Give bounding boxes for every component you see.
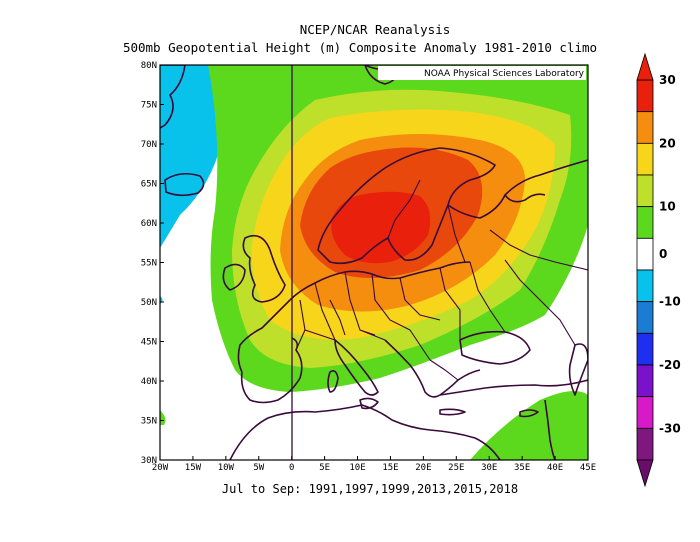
coast-north-africa [229,404,501,460]
lat-tick-label: 80N [141,61,157,71]
colorbar-over-arrow [636,52,654,81]
colorbar-bin [636,427,654,461]
lat-tick-label: 50N [141,298,157,308]
coast-biscay [237,299,291,373]
map-title: NCEP/NCAR Reanalysis [299,22,451,37]
coast-balkans [384,339,481,398]
lon-tick-label: 25E [448,463,464,473]
contour-max [331,191,431,264]
coast-sardinia [327,370,339,393]
coast-cyprus [519,409,539,418]
colorbar-bin [636,237,654,271]
lon-tick-label: 15W [185,463,202,473]
colorbar-bin [636,396,654,429]
colorbar-bin [636,332,654,366]
coast-great-britain [242,234,286,303]
colorbar-tick-label: 30 [659,73,676,87]
lat-tick-label: 75N [141,101,157,111]
contour-neg-5-10-northwest [160,65,222,248]
lat-tick-label: 35N [141,417,157,427]
lon-tick-label: 0 [289,463,294,473]
lon-tick-label: 35E [514,463,530,473]
colorbar-bin [636,364,654,398]
coast-black-sea [459,330,531,365]
colorbar-bin [636,142,654,176]
coast-anatolia [439,379,588,396]
lon-tick-label: 20E [415,463,431,473]
colorbar-bin [636,269,654,303]
coast-greenland [160,65,186,129]
colorbar-bin [636,111,654,144]
lat-tick-label: 70N [141,140,157,150]
coast-white-sea [504,193,546,203]
colorbar-bin [636,301,654,334]
longitude-axis: 20W 15W 10W 5W 0 5E 10E 15E 20E 25E 30E 35E 40E 45E [152,456,596,473]
credit-box [378,66,586,80]
anomaly-contours [160,65,588,460]
colorbar: 30 20 10 0 -10 -20 -30 [636,52,681,488]
colorbar-under-arrow [636,459,654,488]
colorbar-tick-label: 10 [659,200,676,214]
coast-crete [439,408,466,416]
coast-sicily [359,397,379,410]
lon-tick-label: 40E [547,463,563,473]
credit-label: NOAA Physical Sciences Laboratory [424,69,585,79]
lat-tick-label: 40N [141,377,157,387]
colorbar-tick-label: -30 [659,421,681,435]
colorbar-tick-label: -10 [659,295,681,309]
colorbar-bin [636,174,654,208]
lat-tick-label: 65N [141,180,157,190]
lon-tick-label: 20W [152,463,169,473]
lon-tick-label: 45E [580,463,596,473]
contour-5-10-southeast [470,391,588,460]
colorbar-tick-label: 0 [659,247,667,261]
latitude-axis: 30N 35N 40N 45N 50N 55N 60N 65N 70N 75N 80N [141,61,164,466]
border-lines [295,179,588,381]
lon-tick-label: 10W [218,463,235,473]
coast-scandinavia [317,147,496,265]
colorbar-tick-label: 20 [659,136,676,150]
coast-italy [334,339,379,396]
lon-tick-label: 30E [481,463,497,473]
lon-tick-label: 10E [349,463,365,473]
lat-tick-label: 60N [141,219,157,229]
lon-tick-label: 15E [382,463,398,473]
colorbar-tick-label: -20 [659,358,681,372]
coast-ireland [222,263,246,291]
coast-caspian [568,343,588,396]
colorbar-bin [636,206,654,239]
lat-tick-label: 45N [141,338,157,348]
colorbar-bin [636,79,654,113]
lat-tick-label: 55N [141,259,157,269]
composite-period-label: Jul to Sep: 1991,1997,1999,2013,2015,201… [221,482,519,496]
map-subtitle-variable: 500mb Geopotential Height (m) Composite … [122,40,598,55]
coast-iceland [164,172,205,197]
lat-tick-label: 30N [141,456,157,466]
lon-tick-label: 5E [319,463,330,473]
coast-levant [544,399,556,460]
contour-5-10-southwest [160,410,166,425]
lon-tick-label: 5W [253,463,264,473]
